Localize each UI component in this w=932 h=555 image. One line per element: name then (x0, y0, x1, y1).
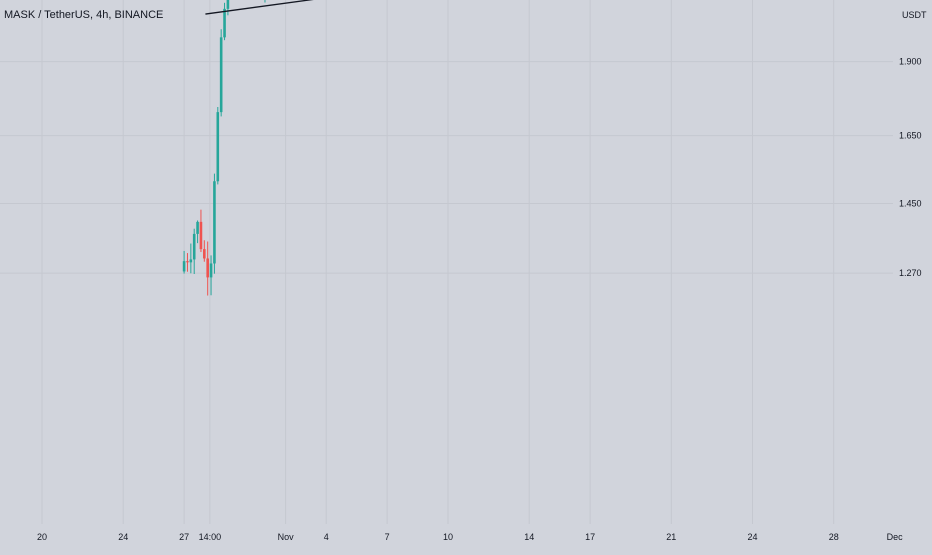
time-tick-label: 17 (585, 532, 595, 542)
time-tick-label: Nov (278, 532, 295, 542)
candle-body (219, 37, 223, 113)
candle-body (182, 261, 186, 272)
candle (182, 250, 186, 274)
candle-body (199, 221, 203, 250)
time-tick-label: 20 (37, 532, 47, 542)
time-tick-label: 24 (747, 532, 757, 542)
candle (186, 253, 189, 272)
symbol-title: MASK / TetherUS, 4h, BINANCE (4, 9, 163, 21)
time-tick-label: 28 (829, 532, 839, 542)
time-tick-label: 10 (443, 532, 453, 542)
trendline-group[interactable] (205, 0, 758, 15)
candle (223, 2, 226, 41)
candle-body (189, 259, 193, 263)
candle-body (206, 258, 209, 278)
candle (226, 0, 230, 16)
candle-body (216, 112, 220, 182)
price-axis[interactable]: 9.0007.5006.5005.5004.5003.9003.3002.800… (893, 0, 932, 550)
candle-body (209, 263, 213, 278)
price-tick-label: 1.270 (899, 268, 922, 278)
candle (199, 209, 203, 253)
time-tick-label: 4 (324, 532, 329, 542)
price-tick-label: 1.450 (899, 199, 922, 209)
time-axis-background (0, 527, 893, 550)
chart-grid (0, 0, 896, 524)
ascending-trendline[interactable] (205, 0, 758, 15)
time-tick-label: 7 (385, 532, 390, 542)
candle (219, 29, 223, 117)
candle (264, 0, 266, 3)
price-tick-label: 1.900 (899, 57, 922, 67)
time-tick-label: 14:00 (199, 532, 222, 542)
price-tick-label: 1.650 (899, 131, 922, 141)
candle-body (203, 249, 206, 259)
candle-body (213, 181, 216, 264)
candle-series (182, 0, 266, 296)
candle (196, 220, 199, 244)
candle (206, 241, 209, 296)
time-tick-label: 14 (524, 532, 534, 542)
time-axis[interactable]: 20 24 27 14:00 Nov 4 7 10 14 17 21 24 28 Dec (0, 527, 903, 550)
candle-body (226, 0, 230, 9)
price-unit-label: USDT (902, 10, 927, 20)
candle (189, 243, 193, 274)
candle-body (196, 221, 199, 234)
time-tick-label: 24 (118, 532, 128, 542)
candle-body (192, 233, 196, 260)
candle (216, 106, 220, 185)
candle-body (186, 261, 189, 263)
candle-body (223, 8, 226, 38)
candle (209, 255, 213, 296)
candle (213, 173, 216, 274)
price-axis-background (893, 0, 932, 550)
time-tick-label: Dec (887, 532, 904, 542)
time-tick-label: 21 (666, 532, 676, 542)
candle (192, 228, 196, 274)
candle (203, 240, 206, 262)
time-tick-label: 27 (179, 532, 189, 542)
